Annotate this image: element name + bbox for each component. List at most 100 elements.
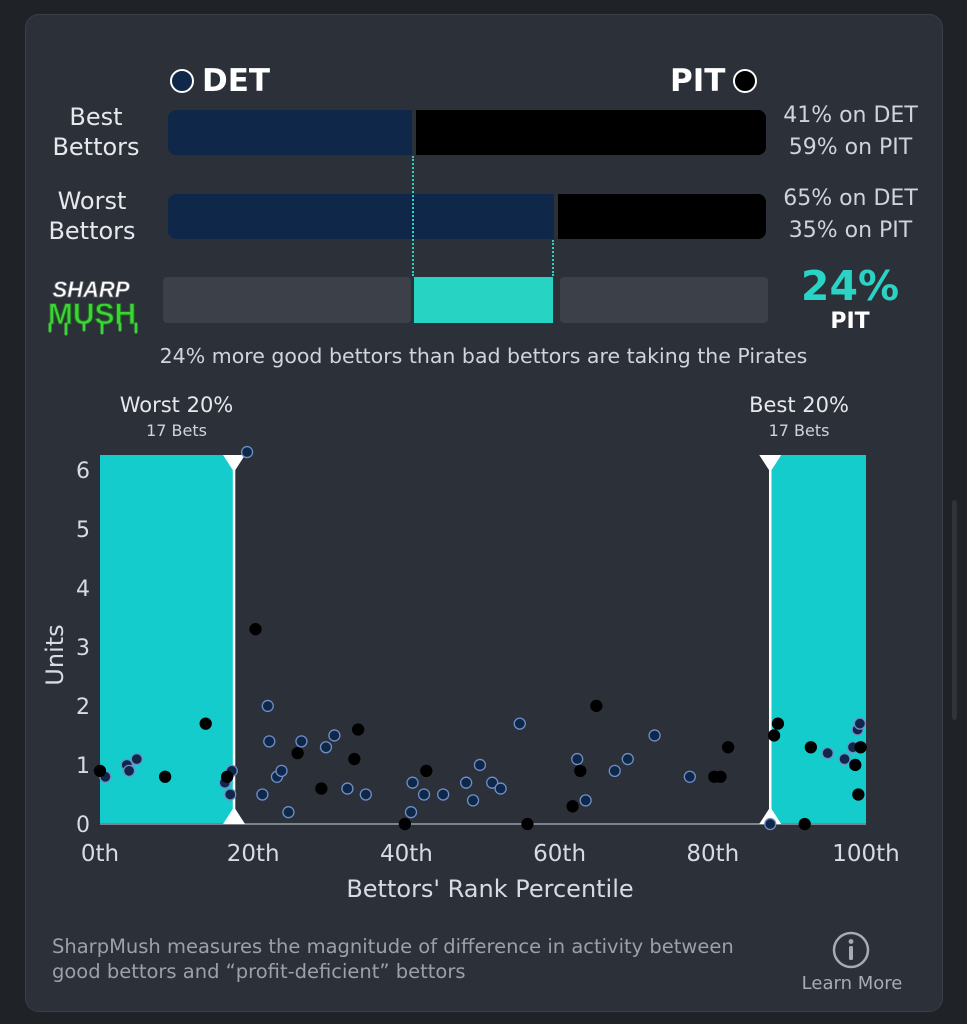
pit-bettor-point [158, 770, 172, 783]
det-bettor-point [683, 770, 696, 783]
best-boundary-top-marker [759, 455, 782, 472]
worst-zone-count: 17 Bets [146, 421, 207, 440]
det-bettor-point [282, 806, 295, 819]
worst-bettors-label: Worst Bettors [22, 186, 162, 246]
worst-zone-label: Worst 20% 17 Bets [100, 393, 253, 440]
det-bettor-point [275, 764, 288, 778]
det-bettor-point [295, 735, 308, 748]
x-tick-label: 100th [832, 841, 900, 867]
sharpmush-track-left [163, 277, 411, 323]
det-bettor-point [486, 776, 499, 789]
det-color-dot [170, 69, 194, 93]
y-tick-label: 2 [76, 695, 90, 720]
best-label-line1: Best [69, 103, 123, 131]
best-zone-title: Best 20% [749, 393, 849, 417]
footer-description: SharpMush measures the magnitude of diff… [52, 935, 734, 983]
x-tick-label: 80th [686, 841, 739, 867]
det-bettor-point [359, 788, 372, 801]
pit-bettor-point [574, 764, 587, 778]
sharpmush-summary: 24% more good bettors than bad bettors a… [159, 344, 808, 368]
sharpmush-logo: SHARP MUSH [47, 277, 138, 336]
pit-bettor-point [93, 764, 107, 778]
x-tick-label: 0th [81, 841, 119, 867]
sharpmush-team: PIT [830, 309, 870, 334]
pit-bettor-point [767, 729, 781, 742]
pit-bettor-point [804, 741, 817, 754]
bar-divider [411, 110, 416, 155]
pit-bettor-point [420, 764, 433, 778]
det-bettor-point [473, 758, 487, 772]
det-bettor-point [406, 776, 419, 789]
det-bettor-point [571, 752, 584, 766]
y-tick-label: 5 [76, 518, 90, 543]
det-bettor-point [494, 782, 507, 795]
pit-bettor-point [315, 782, 328, 795]
det-bettor-point [130, 752, 143, 766]
worst-zone-title: Worst 20% [119, 393, 234, 417]
best-split-connector [412, 156, 414, 276]
worst-boundary-top-marker [223, 455, 246, 472]
worst-boundary-bottom-marker [223, 807, 246, 824]
pit-bettor-point [291, 747, 304, 760]
y-tick-label: 0 [76, 813, 90, 838]
x-tick-label: 60th [533, 841, 586, 867]
det-bettor-point [122, 764, 136, 778]
worst-det-segment [168, 194, 555, 239]
best-pit-pct: 59% on PIT [788, 135, 913, 160]
det-bettor-point [621, 752, 634, 766]
pit-bettor-point [521, 817, 534, 831]
x-axis-label: Bettors' Rank Percentile [346, 875, 633, 903]
det-bettor-point [608, 764, 621, 778]
det-bettor-point [459, 776, 473, 789]
worst-bettors-bar [168, 194, 766, 239]
worst-label-line2: Bettors [48, 217, 136, 245]
pit-bettor-point [721, 741, 735, 754]
worst-pit-pct: 35% on PIT [788, 218, 913, 243]
pit-bettor-point [249, 623, 262, 636]
worst-pit-segment [558, 194, 766, 239]
det-bettor-point [838, 752, 851, 766]
pit-bettor-point [798, 817, 811, 831]
best-det-pct: 41% on DET [783, 103, 918, 128]
worst-zone-band [100, 455, 235, 824]
pit-bettor-point [852, 788, 865, 801]
sharpmush-track-right [560, 277, 768, 323]
pit-bettor-point [351, 723, 365, 736]
det-bettor-point [319, 741, 333, 754]
det-bettor-point [224, 788, 237, 801]
best-pit-segment [415, 110, 766, 155]
team-right-abbr: PIT [670, 63, 726, 99]
learn-more-link[interactable]: Learn More [801, 973, 903, 994]
pit-bettor-point [348, 752, 361, 766]
scrollbar[interactable] [952, 500, 957, 720]
det-bettor-point [853, 717, 867, 730]
det-bettor-point [256, 788, 269, 801]
det-bettor-point [648, 729, 661, 742]
det-bettor-point [437, 788, 450, 801]
x-tick-label: 40th [380, 841, 433, 867]
det-bettor-point [404, 806, 418, 819]
det-bettor-point [513, 717, 526, 730]
pit-bettor-point [398, 817, 412, 831]
y-tick-label: 1 [76, 754, 90, 779]
sharpmush-difference-fill [414, 277, 553, 323]
y-tick-label: 3 [76, 636, 90, 661]
best-bettors-bar [168, 110, 766, 155]
pit-bettor-point [590, 699, 603, 713]
y-tick-label: 6 [76, 459, 90, 484]
y-tick-label: 4 [76, 577, 90, 602]
best-det-segment [168, 110, 412, 155]
best-bettors-label: Best Bettors [26, 102, 166, 162]
pit-bettor-point [771, 717, 785, 730]
worst-bettors-pcts: 65% on DET 35% on PIT [778, 183, 923, 247]
worst-split-connector [552, 240, 554, 276]
pit-bettor-point [714, 770, 727, 783]
info-icon[interactable] [831, 930, 871, 970]
bar-divider [554, 194, 559, 239]
x-tick-label: 20th [227, 841, 280, 867]
det-bettor-point [579, 794, 592, 807]
det-bettor-point [328, 729, 341, 742]
best-label-line2: Bettors [52, 133, 140, 161]
pit-bettor-point [849, 758, 862, 772]
